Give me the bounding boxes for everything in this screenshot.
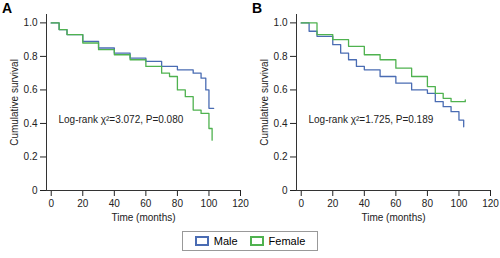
svg-text:0: 0	[48, 198, 54, 209]
svg-text:1.0: 1.0	[24, 17, 38, 28]
svg-text:0.2: 0.2	[24, 151, 38, 162]
svg-text:0.6: 0.6	[274, 84, 288, 95]
svg-text:120: 120	[232, 198, 249, 209]
svg-text:1.0: 1.0	[274, 17, 288, 28]
svg-text:Log-rank χ²=1.725, P=0.189: Log-rank χ²=1.725, P=0.189	[309, 114, 434, 125]
svg-text:100: 100	[201, 198, 218, 209]
svg-text:Cumulative survival: Cumulative survival	[259, 59, 270, 146]
svg-text:0.2: 0.2	[274, 151, 288, 162]
svg-text:0: 0	[298, 198, 304, 209]
svg-text:0.6: 0.6	[24, 84, 38, 95]
svg-text:Time (months): Time (months)	[361, 212, 425, 223]
svg-text:0.4: 0.4	[24, 118, 38, 129]
svg-text:0.8: 0.8	[24, 51, 38, 62]
svg-text:Log-rank χ²=3.072, P=0.080: Log-rank χ²=3.072, P=0.080	[59, 114, 184, 125]
svg-text:80: 80	[422, 198, 434, 209]
svg-text:20: 20	[327, 198, 339, 209]
svg-text:Time (months): Time (months)	[111, 212, 175, 223]
svg-text:0: 0	[32, 185, 38, 196]
html-text:B: B	[252, 0, 263, 16]
svg-text:120: 120	[482, 198, 499, 209]
html-text:Male: Male	[213, 235, 238, 247]
svg-text:60: 60	[390, 198, 402, 209]
svg-text:0: 0	[282, 185, 288, 196]
svg-text:60: 60	[140, 198, 152, 209]
svg-text:40: 40	[109, 198, 121, 209]
html-text:Female: Female	[268, 235, 306, 247]
svg-text:20: 20	[77, 198, 89, 209]
svg-text:100: 100	[451, 198, 468, 209]
html-text:A: A	[2, 0, 13, 16]
svg-text:0.8: 0.8	[274, 51, 288, 62]
svg-text:0.4: 0.4	[274, 118, 288, 129]
svg-text:40: 40	[359, 198, 371, 209]
svg-text:80: 80	[172, 198, 184, 209]
svg-text:Cumulative survival: Cumulative survival	[9, 59, 20, 146]
